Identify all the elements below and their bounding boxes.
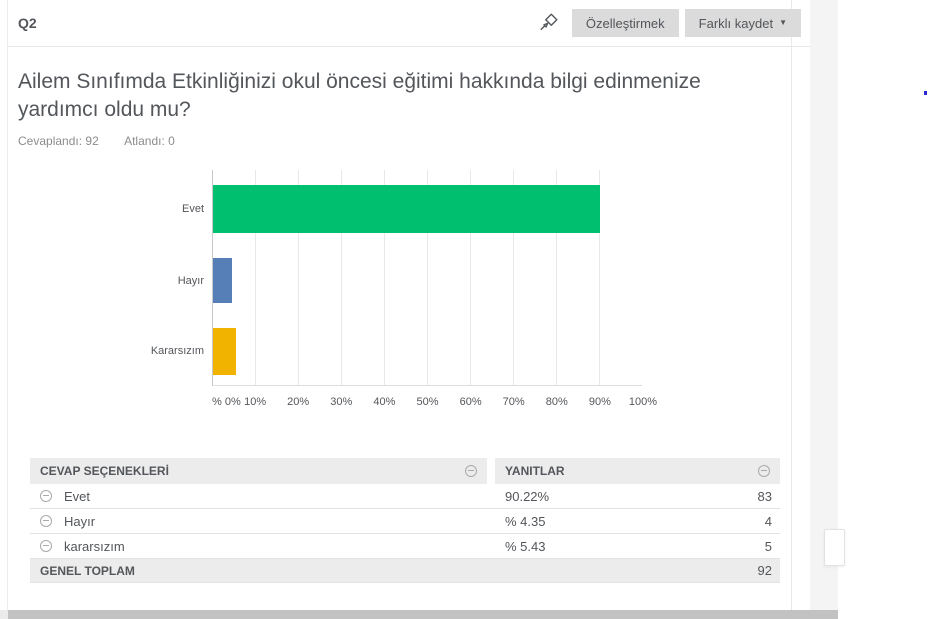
survey-results-panel: Q2 Özelleştirmek Farklı kaydet ▼ Ailem <box>8 0 810 611</box>
column-header-responses: YANITLAR <box>495 458 780 484</box>
table-header-row: CEVAP SEÇENEKLERİ YANITLAR <box>30 458 780 484</box>
total-count: 92 <box>757 563 772 578</box>
skipped-stat: Atlandı: 0 <box>124 134 175 148</box>
answer-label: kararsızım <box>64 538 125 554</box>
total-label: GENEL TOPLAM <box>40 563 135 578</box>
x-axis-tick: % 0% <box>212 396 241 408</box>
x-axis-ticks: % 0% 10% 20% 30% 40% 50% 60% 70% 80% 90% 100% <box>212 396 657 410</box>
pushpin-icon <box>538 11 560 36</box>
x-axis-tick: 30% <box>330 396 353 408</box>
x-axis-tick: 100% <box>628 396 658 408</box>
save-as-button[interactable]: Farklı kaydet ▼ <box>684 9 801 37</box>
floating-card <box>824 529 845 566</box>
table-row: Hayır % 4.35 4 <box>30 509 780 534</box>
answer-percent: % 5.43 <box>505 538 546 554</box>
table-row: Evet 90.22% 83 <box>30 484 780 509</box>
pin-button[interactable] <box>532 8 566 38</box>
artifact-dot <box>924 91 927 95</box>
table-total-row: GENEL TOPLAM 92 <box>30 559 780 583</box>
page-left-border <box>7 0 8 611</box>
column-header-answer-choices: CEVAP SEÇENEKLERİ <box>30 458 487 484</box>
answer-percent: 90.22% <box>505 488 550 504</box>
minus-circle-icon[interactable] <box>40 540 52 552</box>
x-axis-tick: 80% <box>545 396 568 408</box>
answer-label: Evet <box>64 488 91 504</box>
skipped-count: 0 <box>168 134 175 148</box>
minus-circle-icon[interactable] <box>758 465 770 477</box>
x-axis-tick: 90% <box>588 396 611 408</box>
scrollbar-thumb[interactable] <box>8 610 838 619</box>
category-label-hayir: Hayır <box>177 275 204 287</box>
bar-chart: Evet Hayır Kararsızım % 0% 10% 20% 30% 40% 50… <box>8 165 668 417</box>
question-number: Q2 <box>18 15 37 31</box>
question-stats: Cevaplandı: 92 Atlandı: 0 <box>18 134 175 148</box>
question-header: Q2 Özelleştirmek Farklı kaydet ▼ <box>8 0 810 47</box>
save-as-button-label: Farklı kaydet <box>698 15 774 31</box>
answered-count: 92 <box>85 134 99 148</box>
x-axis-tick: 40% <box>373 396 396 408</box>
answer-count: 4 <box>764 513 772 529</box>
x-axis-tick: 50% <box>416 396 439 408</box>
x-axis-tick: 70% <box>502 396 525 408</box>
answer-percent: % 4.35 <box>505 513 546 529</box>
minus-circle-icon[interactable] <box>40 515 52 527</box>
answer-count: 83 <box>757 488 772 504</box>
x-axis-tick: 60% <box>459 396 482 408</box>
horizontal-scrollbar[interactable] <box>0 610 838 619</box>
answered-stat: Cevaplandı: 92 <box>18 134 99 148</box>
chevron-down-icon: ▼ <box>779 18 787 27</box>
column-gap <box>487 458 495 484</box>
bar <box>213 185 601 233</box>
bar <box>213 328 237 375</box>
x-axis-tick: 10% <box>244 396 267 408</box>
x-axis-tick: 20% <box>287 396 310 408</box>
answer-count: 5 <box>764 538 772 554</box>
minus-circle-icon[interactable] <box>40 490 52 502</box>
minus-circle-icon[interactable] <box>465 465 477 477</box>
content-right-border <box>791 0 792 611</box>
bar <box>213 258 232 303</box>
category-label-evet: Evet <box>181 203 204 215</box>
page-gutter <box>810 0 838 611</box>
customize-button-label: Özelleştirmek <box>585 15 665 31</box>
results-table: CEVAP SEÇENEKLERİ YANITLAR Evet 90.22% 8… <box>30 458 780 583</box>
table-row: kararsızım % 5.43 5 <box>30 534 780 559</box>
header-actions: Özelleştirmek Farklı kaydet ▼ <box>532 8 801 38</box>
answer-label: Hayır <box>64 513 96 529</box>
customize-button[interactable]: Özelleştirmek <box>571 9 679 37</box>
chart-plot-area <box>212 170 642 386</box>
category-label-kararsizim: Kararsızım <box>150 345 204 357</box>
question-title: Ailem Sınıfımda Etkinliğinizi okul önces… <box>18 70 701 121</box>
